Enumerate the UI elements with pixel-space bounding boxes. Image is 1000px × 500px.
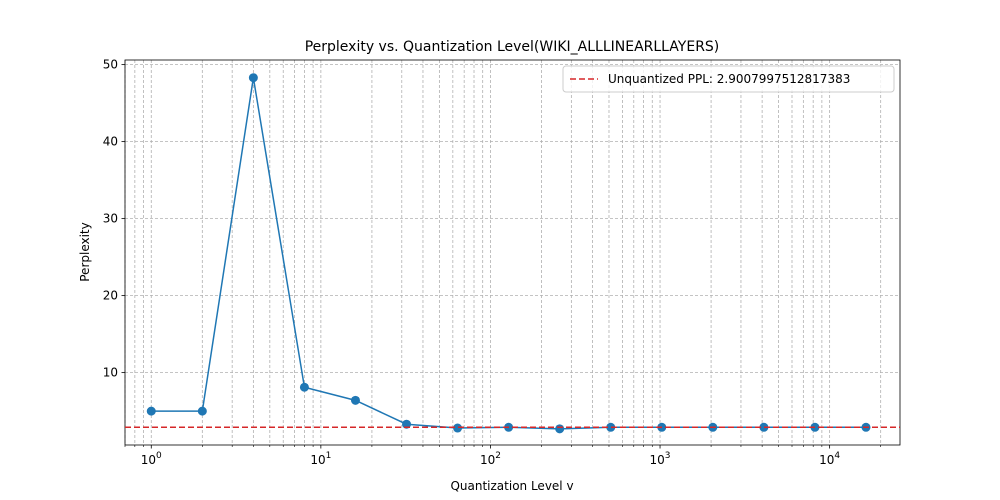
data-point	[555, 424, 565, 434]
y-tick-label: 20	[103, 289, 118, 303]
y-tick-label: 30	[103, 212, 118, 226]
plot-area-frame	[124, 59, 901, 446]
x-tick-label: 102	[480, 451, 501, 467]
data-point	[248, 73, 258, 83]
y-tick-label: 10	[103, 366, 118, 380]
y-axis-label: Perplexity	[78, 222, 92, 282]
data-point	[146, 406, 156, 416]
series-layer	[125, 73, 900, 434]
x-tick-label: 100	[141, 451, 162, 467]
data-point	[350, 395, 360, 405]
data-point	[759, 422, 769, 432]
x-tick-label: 104	[819, 451, 840, 467]
data-point	[197, 406, 207, 416]
legend: Unquantized PPL: 2.9007997512817383	[562, 65, 895, 93]
y-tick-label: 50	[103, 58, 118, 72]
data-point	[606, 422, 616, 432]
legend-box	[562, 65, 895, 93]
x-axis-label: Quantization Level v	[450, 479, 573, 493]
y-tick-label: 40	[103, 135, 118, 149]
axis-ticks: 100 101 102 103 104 10 20 30 40 50	[103, 58, 881, 467]
data-point	[299, 382, 309, 392]
legend-label-reference: Unquantized PPL: 2.9007997512817383	[608, 72, 850, 86]
x-tick-label: 103	[650, 451, 671, 467]
data-point	[402, 419, 412, 429]
grid-major	[125, 60, 900, 445]
x-tick-label: 101	[310, 451, 331, 467]
grid-minor	[124, 60, 882, 445]
data-point	[453, 423, 463, 433]
chart-title: Perplexity vs. Quantization Level(WIKI_A…	[305, 39, 720, 55]
